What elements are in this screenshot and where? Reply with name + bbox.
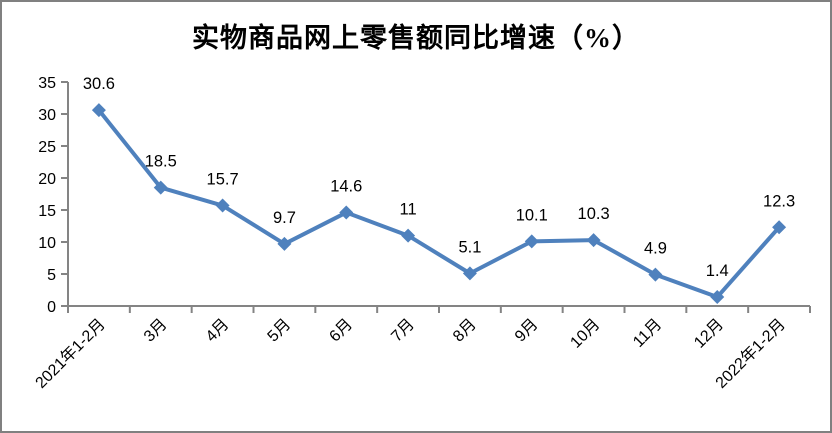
y-axis-tick-label: 20	[38, 171, 56, 188]
data-point-marker	[524, 234, 539, 249]
x-axis-category-label: 2021年1-2月	[32, 315, 109, 392]
y-axis-tick-label: 15	[38, 203, 56, 220]
data-point-label: 15.7	[207, 171, 239, 189]
series-line	[96, 108, 782, 300]
x-axis-category-label: 11月	[630, 316, 665, 351]
data-point-marker	[772, 220, 787, 235]
y-axis-tick-label: 0	[47, 299, 56, 316]
data-point-marker	[339, 205, 354, 220]
x-axis-category-label: 9月	[512, 316, 542, 346]
y-axis-tick-label: 30	[38, 107, 56, 124]
data-point-label: 10.3	[578, 205, 610, 223]
y-axis-tick-label: 10	[38, 235, 56, 252]
x-axis-category-label: 10月	[567, 316, 603, 352]
x-axis-category-label: 7月	[388, 316, 418, 346]
data-point-marker	[277, 236, 292, 251]
y-axis-tick-label: 25	[38, 139, 56, 156]
data-point-label: 14.6	[330, 178, 362, 196]
data-point-label: 18.5	[145, 153, 177, 171]
y-axis-tick-label: 35	[38, 75, 56, 92]
chart-title: 实物商品网上零售额同比增速（%）	[192, 23, 640, 53]
data-point-label: 11	[400, 201, 417, 219]
data-point-marker	[401, 228, 416, 243]
x-axis-category-label: 8月	[450, 316, 480, 346]
data-point-label: 4.9	[644, 240, 667, 258]
data-point-marker	[586, 233, 601, 248]
data-point-label: 12.3	[763, 192, 795, 210]
data-point-marker	[648, 267, 663, 282]
data-point-marker	[462, 266, 477, 281]
data-point-label: 5.1	[458, 238, 481, 256]
data-point-label: 9.7	[273, 209, 296, 227]
data-point-label: 1.4	[706, 262, 729, 280]
x-axis-category-label: 5月	[265, 316, 295, 346]
data-point-marker	[710, 290, 725, 305]
x-axis-category-label: 6月	[326, 316, 356, 346]
data-point-marker	[91, 103, 106, 118]
data-point-marker	[215, 198, 230, 213]
data-point-label: 30.6	[83, 75, 115, 93]
x-axis-category-label: 4月	[203, 316, 233, 346]
data-point-marker	[153, 180, 168, 195]
data-point-label: 10.1	[516, 206, 548, 224]
y-axis-tick-label: 5	[47, 267, 56, 284]
x-axis-category-label: 3月	[141, 316, 171, 346]
x-axis-category-label: 12月	[691, 316, 727, 352]
